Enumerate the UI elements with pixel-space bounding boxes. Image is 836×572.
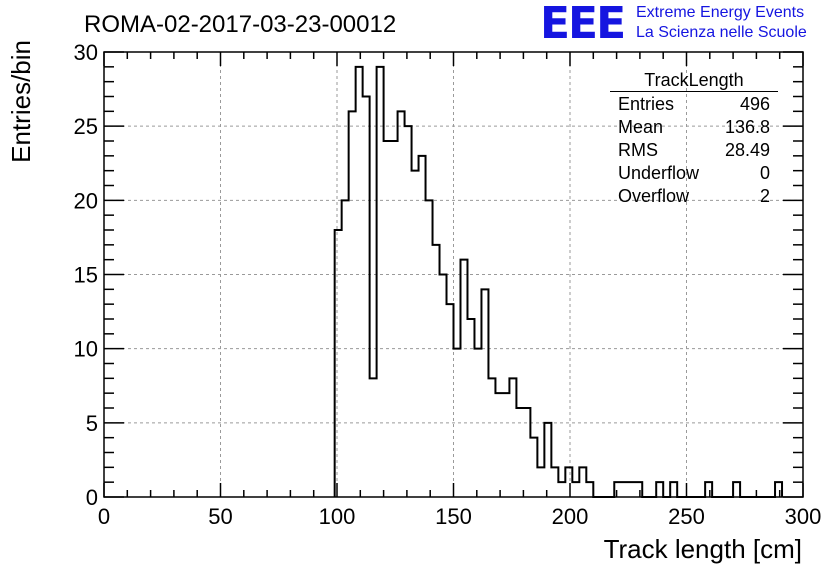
- y-tick-label: 25: [74, 114, 98, 139]
- stats-label: Entries: [618, 94, 675, 114]
- run-title: ROMA-02-2017-03-23-00012: [84, 11, 396, 38]
- y-axis-label: Entries/bin: [6, 40, 36, 163]
- x-tick-label: 250: [668, 504, 705, 529]
- stats-value: 0: [759, 163, 770, 183]
- stats-value: 2: [759, 186, 770, 206]
- stats-row-entries: Entries 496: [610, 93, 778, 116]
- stats-value: 136.8: [724, 117, 770, 137]
- stats-label: Underflow: [618, 163, 700, 183]
- x-tick-label: 50: [208, 504, 232, 529]
- stats-box: TrackLength Entries 496 Mean 136.8 RMS 2…: [610, 70, 778, 208]
- stats-label: Overflow: [618, 186, 690, 206]
- grid-lines: [104, 52, 803, 497]
- y-tick-label: 0: [86, 485, 98, 510]
- stats-row-mean: Mean 136.8: [610, 116, 778, 139]
- y-tick-label: 10: [74, 337, 98, 362]
- stats-row-rms: RMS 28.49: [610, 139, 778, 162]
- stats-value: 496: [739, 94, 770, 114]
- axis-ticks: [103, 51, 804, 498]
- eee-logo: EEE: [540, 0, 626, 49]
- y-tick-label: 15: [74, 263, 98, 288]
- stats-box-title: TrackLength: [610, 70, 778, 92]
- stats-label: Mean: [618, 117, 664, 137]
- x-tick-label: 200: [552, 504, 589, 529]
- x-tick-label: 0: [98, 504, 110, 529]
- stats-row-overflow: Overflow 2: [610, 185, 778, 208]
- logo-line1: Extreme Energy Events: [636, 4, 805, 21]
- y-tick-label: 30: [74, 40, 98, 65]
- x-axis-label: Track length [cm]: [604, 534, 802, 564]
- y-tick-label: 5: [86, 411, 98, 436]
- x-tick-label: 100: [319, 504, 356, 529]
- eee-logo-text: Extreme Energy Events La Scienza nelle S…: [636, 3, 807, 43]
- logo-line2: La Scienza nelle Scuole: [636, 24, 807, 41]
- x-tick-label: 150: [435, 504, 472, 529]
- x-tick-label: 300: [785, 504, 822, 529]
- stats-label: RMS: [618, 140, 658, 160]
- stats-value: 28.49: [724, 140, 770, 160]
- y-tick-label: 20: [74, 188, 98, 213]
- stats-row-underflow: Underflow 0: [610, 162, 778, 185]
